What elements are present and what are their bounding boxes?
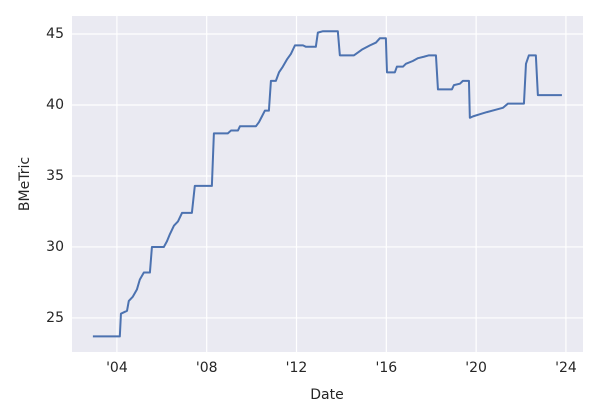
y-tick-label: 40 [46, 97, 64, 113]
y-tick-label: 30 [46, 239, 64, 255]
x-tick-label: '04 [106, 360, 128, 376]
x-tick-label: '20 [465, 360, 487, 376]
x-tick-label: '16 [375, 360, 397, 376]
y-tick-label: 35 [46, 168, 64, 184]
x-tick-label: '08 [196, 360, 218, 376]
y-tick-label: 45 [46, 26, 64, 42]
y-tick-label: 25 [46, 310, 64, 326]
line-series [92, 30, 562, 338]
plot-background [72, 16, 583, 352]
x-tick-label: '12 [286, 360, 308, 376]
y-axis-label: BMeTric [17, 157, 33, 211]
x-axis-label: Date [310, 387, 343, 403]
x-tick-label: '24 [555, 360, 577, 376]
